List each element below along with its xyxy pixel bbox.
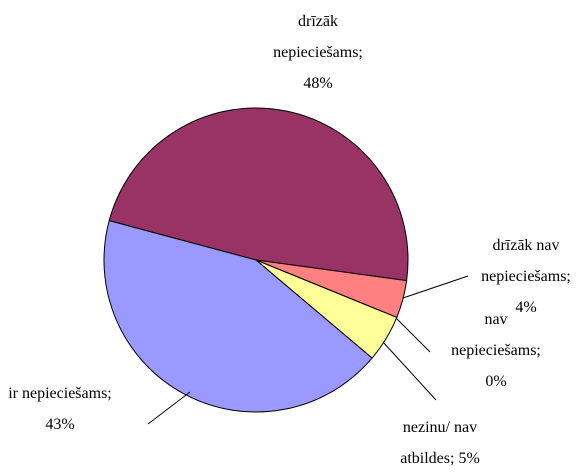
value-label: 43% (45, 416, 75, 433)
slices (103, 107, 409, 413)
leader-line (395, 317, 431, 353)
slice-label: drīzāk nepieciešams; 48% (262, 6, 374, 99)
slice-label: drīzāk nav nepieciešams; 4% (470, 230, 582, 323)
value-label: 0% (485, 373, 507, 390)
pie-slice (103, 220, 373, 413)
category-label: drīzāk nepieciešams; (273, 13, 363, 61)
leader-lines (147, 275, 469, 425)
value-label: 4% (515, 299, 537, 316)
pie-canvas (103, 107, 469, 425)
category-label: drīzāk nav nepieciešams; (481, 237, 571, 285)
chart: drīzāk nepieciešams; 48% drīzāk nav nepi… (4, 6, 582, 467)
pie-slice (108, 107, 409, 282)
category-label: nezinu/ nav atbildes; (400, 419, 478, 467)
slice-label: nezinu/ nav atbildes; 5% (384, 412, 496, 474)
leader-line (382, 341, 437, 401)
value-label: 5% (458, 450, 480, 467)
slice-label: ir nepieciešams; 43% (4, 378, 116, 440)
category-label: ir nepieciešams; (8, 385, 112, 402)
leader-line (402, 275, 469, 299)
value-label: 48% (303, 75, 333, 92)
slice-label: nav nepieciešams; 0% (440, 304, 552, 397)
category-label: nav nepieciešams; (451, 311, 541, 359)
leader-line (147, 391, 191, 425)
